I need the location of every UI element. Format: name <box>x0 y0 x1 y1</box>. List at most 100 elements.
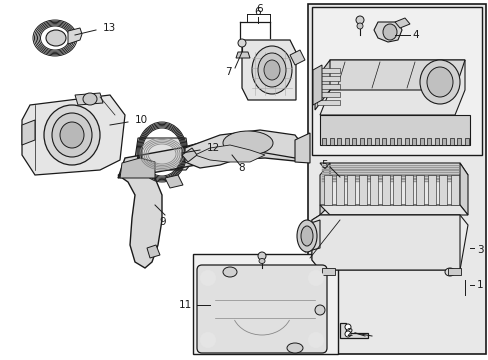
Polygon shape <box>438 175 446 205</box>
Text: 2: 2 <box>346 328 352 338</box>
Polygon shape <box>346 175 354 205</box>
Ellipse shape <box>382 24 396 40</box>
Polygon shape <box>335 175 343 205</box>
Polygon shape <box>321 138 325 145</box>
Polygon shape <box>118 172 162 268</box>
Polygon shape <box>319 60 464 115</box>
Polygon shape <box>448 138 452 145</box>
Text: 1: 1 <box>476 280 483 290</box>
Text: 5: 5 <box>321 160 327 170</box>
Polygon shape <box>319 205 467 215</box>
Polygon shape <box>373 22 401 42</box>
Polygon shape <box>305 220 319 252</box>
Polygon shape <box>321 268 334 275</box>
Polygon shape <box>184 130 305 168</box>
Polygon shape <box>75 93 103 105</box>
Polygon shape <box>68 28 82 44</box>
Polygon shape <box>242 40 295 100</box>
Polygon shape <box>164 175 183 188</box>
Polygon shape <box>289 50 305 65</box>
Ellipse shape <box>258 53 285 87</box>
Polygon shape <box>329 138 333 145</box>
Polygon shape <box>351 138 355 145</box>
Ellipse shape <box>426 67 452 97</box>
Polygon shape <box>311 215 459 270</box>
Ellipse shape <box>44 105 100 165</box>
Ellipse shape <box>223 267 237 277</box>
Ellipse shape <box>200 332 216 348</box>
Polygon shape <box>415 175 423 205</box>
Polygon shape <box>389 138 393 145</box>
Polygon shape <box>22 120 35 145</box>
Polygon shape <box>449 175 458 205</box>
Ellipse shape <box>238 39 245 47</box>
Polygon shape <box>464 138 468 145</box>
Polygon shape <box>316 84 339 89</box>
Polygon shape <box>381 138 385 145</box>
Polygon shape <box>312 65 321 105</box>
Ellipse shape <box>46 30 66 46</box>
Ellipse shape <box>264 60 280 80</box>
Polygon shape <box>294 133 309 163</box>
Ellipse shape <box>345 324 350 330</box>
Polygon shape <box>419 138 423 145</box>
Polygon shape <box>22 95 125 175</box>
Polygon shape <box>441 138 445 145</box>
Ellipse shape <box>345 331 350 337</box>
Polygon shape <box>366 138 370 145</box>
Polygon shape <box>118 133 307 178</box>
Text: 6: 6 <box>254 7 261 17</box>
Polygon shape <box>404 138 407 145</box>
Polygon shape <box>369 175 377 205</box>
Polygon shape <box>147 245 160 258</box>
Polygon shape <box>316 76 339 81</box>
Polygon shape <box>319 163 329 215</box>
Text: 8: 8 <box>238 163 245 173</box>
Polygon shape <box>120 158 155 178</box>
Polygon shape <box>404 175 412 205</box>
Ellipse shape <box>251 46 291 94</box>
Polygon shape <box>434 138 438 145</box>
Polygon shape <box>316 92 339 97</box>
Polygon shape <box>396 138 400 145</box>
Bar <box>307 4 485 354</box>
Polygon shape <box>394 18 409 28</box>
Polygon shape <box>392 175 400 205</box>
Polygon shape <box>324 175 331 205</box>
Polygon shape <box>336 138 340 145</box>
Text: 10: 10 <box>135 115 148 125</box>
Ellipse shape <box>355 16 363 24</box>
Ellipse shape <box>258 252 265 260</box>
Polygon shape <box>447 268 460 275</box>
Ellipse shape <box>52 113 92 157</box>
Polygon shape <box>426 138 430 145</box>
Polygon shape <box>339 323 367 338</box>
Polygon shape <box>459 163 467 215</box>
Polygon shape <box>195 145 264 162</box>
Polygon shape <box>200 270 324 348</box>
Polygon shape <box>374 138 378 145</box>
Ellipse shape <box>223 131 272 155</box>
Ellipse shape <box>60 122 84 148</box>
Polygon shape <box>427 175 435 205</box>
Polygon shape <box>319 163 467 175</box>
Polygon shape <box>316 100 339 105</box>
Polygon shape <box>344 138 348 145</box>
Ellipse shape <box>286 343 303 353</box>
Text: 6: 6 <box>256 4 263 14</box>
FancyBboxPatch shape <box>197 265 326 353</box>
Polygon shape <box>134 138 190 170</box>
Ellipse shape <box>419 60 459 104</box>
Polygon shape <box>182 148 197 162</box>
Ellipse shape <box>200 270 216 286</box>
Polygon shape <box>411 138 415 145</box>
Ellipse shape <box>314 305 325 315</box>
Bar <box>311 7 481 155</box>
Ellipse shape <box>307 270 324 286</box>
Polygon shape <box>316 68 339 73</box>
Polygon shape <box>314 60 329 110</box>
Polygon shape <box>456 138 460 145</box>
Text: 11: 11 <box>179 300 192 310</box>
Polygon shape <box>236 52 249 58</box>
Ellipse shape <box>83 93 97 105</box>
